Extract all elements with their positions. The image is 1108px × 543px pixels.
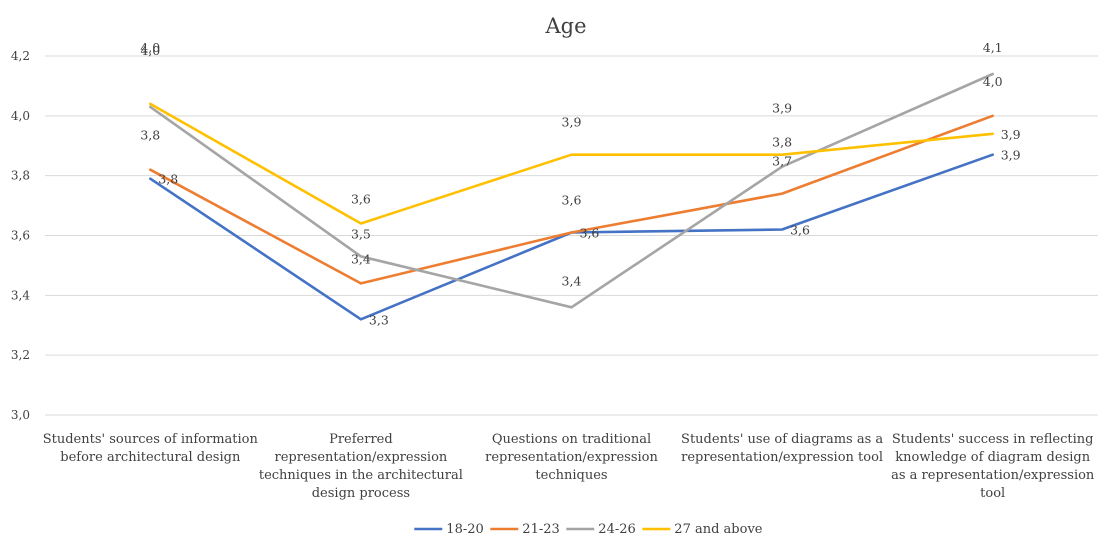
y-tick-label: 4,0 bbox=[11, 109, 30, 123]
series-line bbox=[149, 72, 994, 309]
series-lines bbox=[149, 72, 994, 321]
data-label: 3,9 bbox=[772, 101, 792, 116]
data-label: 3,9 bbox=[562, 115, 582, 130]
data-label: 4,0 bbox=[983, 74, 1003, 89]
x-category-label: Students' use of diagrams as a representa… bbox=[681, 432, 883, 465]
y-tick-label: 3,4 bbox=[11, 288, 30, 302]
series-line bbox=[149, 102, 994, 225]
data-label: 3,6 bbox=[790, 223, 810, 238]
x-category-label: Students' success in reflecting knowledge… bbox=[891, 432, 1095, 501]
data-label: 3,6 bbox=[580, 226, 600, 241]
legend-label: 27 and above bbox=[674, 522, 762, 537]
data-label: 4,0 bbox=[140, 43, 160, 58]
data-label: 3,5 bbox=[351, 226, 371, 241]
legend-label: 18-20 bbox=[446, 522, 483, 537]
chart-title: Age bbox=[544, 14, 586, 38]
x-category-label: Students' sources of information before a… bbox=[43, 432, 259, 465]
x-category-label: Preferred representation/expression techni… bbox=[259, 432, 463, 501]
y-tick-label: 3,6 bbox=[11, 229, 30, 243]
gridlines bbox=[45, 55, 1098, 416]
x-category-label: Questions on traditional representation/e… bbox=[485, 432, 658, 483]
data-label: 3,3 bbox=[369, 312, 389, 327]
y-tick-label: 3,0 bbox=[11, 408, 30, 422]
data-label: 3,4 bbox=[562, 273, 582, 288]
legend: 18-20 21-23 24-26 27 and above bbox=[414, 522, 763, 537]
y-tick-label: 3,2 bbox=[11, 348, 30, 362]
legend-label: 24-26 bbox=[598, 522, 635, 537]
data-label: 3,9 bbox=[1001, 148, 1021, 163]
data-label: 3,8 bbox=[140, 128, 160, 143]
data-label: 4,0 bbox=[140, 40, 160, 55]
data-label: 3,7 bbox=[772, 154, 792, 169]
x-axis-categories: Students' sources of information before a… bbox=[43, 432, 1095, 501]
y-tick-label: 3,8 bbox=[11, 169, 30, 183]
data-label: 4,1 bbox=[983, 40, 1003, 55]
data-label: 3,9 bbox=[1001, 127, 1021, 142]
y-tick-label: 4,2 bbox=[11, 49, 30, 63]
data-label: 3,8 bbox=[158, 172, 178, 187]
legend-label: 21-23 bbox=[522, 522, 559, 537]
data-label: 3,6 bbox=[562, 193, 582, 208]
series-line bbox=[149, 114, 994, 285]
data-labels: 3,8 3,3 3,6 3,6 3,9 3,8 3,4 3,6 3,7 4,0 4,0 3,5 3,4 3… bbox=[140, 40, 1020, 327]
data-label: 3,8 bbox=[772, 135, 792, 150]
y-axis-ticks: 3,0 3,2 3,4 3,6 3,8 4,0 4,2 bbox=[11, 49, 30, 422]
data-label: 3,4 bbox=[351, 251, 371, 266]
data-label: 3,6 bbox=[351, 192, 371, 207]
